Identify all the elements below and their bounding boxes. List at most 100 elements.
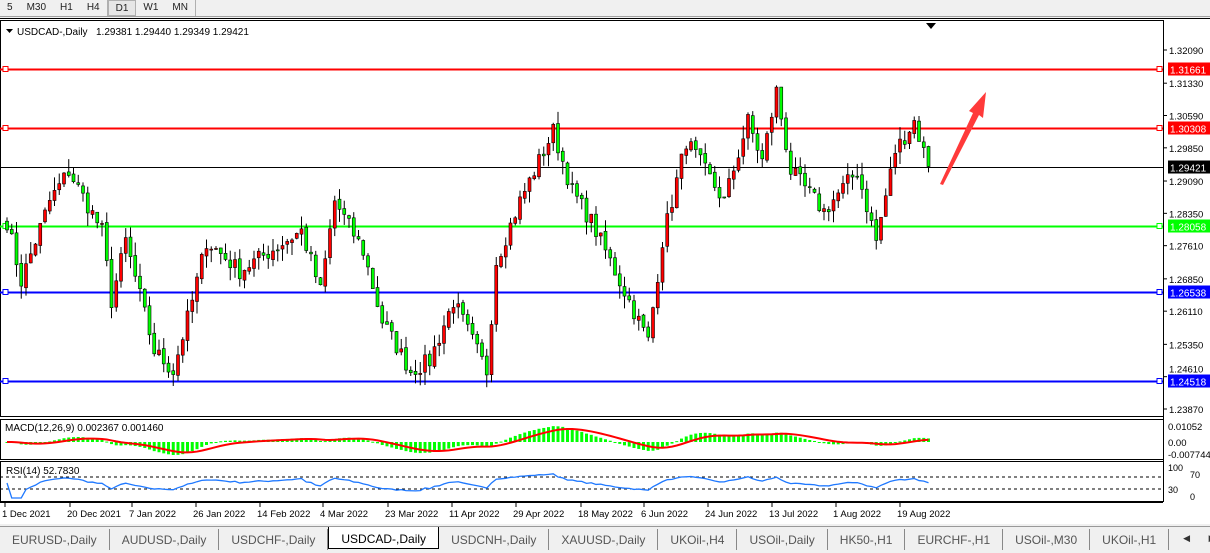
macd-histogram-bar bbox=[195, 442, 199, 450]
candle bbox=[622, 286, 627, 297]
macd-histogram-bar bbox=[171, 442, 175, 455]
price-level-badge bbox=[1168, 374, 1210, 388]
candle bbox=[456, 303, 461, 308]
red-arrow-annotation[interactable] bbox=[940, 92, 986, 185]
chart-tab[interactable]: HK50-,H1 bbox=[828, 529, 906, 550]
level-handle[interactable] bbox=[1156, 125, 1163, 131]
tf-mn[interactable]: MN bbox=[172, 2, 188, 13]
macd-histogram-bar bbox=[176, 442, 180, 455]
candle bbox=[879, 216, 883, 241]
chart-tab[interactable]: EURUSD-,Daily bbox=[0, 529, 110, 550]
macd-histogram-bar bbox=[756, 433, 759, 442]
macd-histogram-bar bbox=[523, 432, 527, 442]
chart-tab[interactable]: EURCHF-,H1 bbox=[905, 529, 1004, 550]
candle bbox=[537, 154, 541, 178]
level-handle[interactable] bbox=[1156, 66, 1163, 72]
chart-canvas[interactable]: 1.31661 1.30308 1.29421 1.28058 1.26538 1.245… bbox=[0, 19, 1210, 525]
macd-histogram-bar bbox=[205, 442, 208, 445]
level-handle[interactable] bbox=[2, 289, 9, 295]
candle bbox=[784, 117, 788, 150]
macd-histogram-bar bbox=[200, 442, 204, 447]
chart-tab[interactable]: USDCHF-,Daily bbox=[219, 529, 329, 550]
macd-histogram-bar bbox=[86, 437, 90, 442]
candle bbox=[337, 198, 342, 210]
chart-tab[interactable]: UKOil-,H1 bbox=[1090, 529, 1170, 550]
candle bbox=[641, 314, 646, 328]
rsi-pane bbox=[0, 473, 1163, 499]
candle bbox=[14, 232, 19, 266]
chart-tab[interactable]: XAUUSD-,Daily bbox=[549, 529, 659, 550]
candle bbox=[351, 217, 356, 237]
level-handle[interactable] bbox=[1156, 378, 1163, 384]
date-tick-label: 20 Dec 2021 bbox=[67, 509, 121, 520]
chart-tab[interactable]: USDCAD-,Daily bbox=[328, 527, 440, 549]
candle bbox=[484, 355, 489, 376]
macd-histogram-bar bbox=[817, 442, 821, 443]
level-handle[interactable] bbox=[1156, 289, 1163, 295]
macd-tick-label: 0.01052 bbox=[1168, 422, 1202, 433]
candle bbox=[38, 223, 43, 246]
macd-histogram-bar bbox=[456, 442, 460, 447]
candle bbox=[309, 251, 313, 255]
tf-w1[interactable]: W1 bbox=[143, 2, 159, 13]
macd-histogram-bar bbox=[689, 434, 693, 442]
candle bbox=[123, 237, 128, 254]
candle bbox=[133, 255, 138, 277]
level-handle[interactable] bbox=[2, 66, 9, 72]
candle bbox=[114, 280, 119, 308]
macd-histogram-bar bbox=[822, 442, 826, 444]
macd-histogram-bar bbox=[314, 439, 318, 442]
level-handle[interactable] bbox=[2, 378, 9, 384]
candle bbox=[209, 248, 214, 251]
macd-histogram-bar bbox=[376, 442, 379, 444]
tf-h1[interactable]: H1 bbox=[60, 2, 73, 13]
chart-tab[interactable]: USDCNH-,Daily bbox=[439, 529, 550, 550]
candle bbox=[57, 183, 62, 191]
candle bbox=[765, 133, 769, 161]
tf-d1[interactable]: D1 bbox=[107, 0, 137, 16]
tf-h4[interactable]: H4 bbox=[86, 2, 100, 13]
macd-histogram-bar bbox=[433, 442, 436, 452]
candle bbox=[280, 245, 285, 250]
collapse-triangle-icon[interactable] bbox=[6, 29, 13, 33]
level-handle[interactable] bbox=[1156, 223, 1163, 229]
macd-histogram-bar bbox=[328, 440, 332, 442]
tf-m30[interactable]: M30 bbox=[26, 2, 47, 13]
candle bbox=[394, 331, 399, 354]
candle bbox=[451, 307, 456, 314]
macd-histogram-bar bbox=[181, 442, 185, 455]
candle bbox=[28, 253, 33, 264]
macd-histogram-bar bbox=[613, 442, 617, 443]
shift-marker-icon[interactable] bbox=[926, 23, 936, 29]
chart-tab[interactable]: USOil-,Daily bbox=[737, 529, 828, 550]
candle bbox=[860, 174, 864, 190]
price-tick-label: 1.30590 bbox=[1169, 112, 1203, 123]
macd-histogram-bar bbox=[770, 433, 774, 442]
tf-m5[interactable]: 5 bbox=[7, 2, 13, 13]
candle bbox=[404, 347, 408, 371]
candle bbox=[907, 131, 912, 144]
candle bbox=[90, 210, 95, 215]
macd-histogram-bar bbox=[561, 426, 565, 442]
chart-window[interactable]: 1.31661 1.30308 1.29421 1.28058 1.26538 1.245… bbox=[0, 18, 1210, 524]
candle bbox=[508, 222, 513, 246]
macd-histogram-bar bbox=[190, 442, 194, 452]
candle bbox=[128, 236, 133, 257]
level-handle[interactable] bbox=[2, 125, 9, 131]
candle bbox=[437, 342, 442, 346]
date-tick-label: 23 Mar 2022 bbox=[385, 509, 438, 520]
candle bbox=[570, 183, 575, 185]
chart-tab[interactable]: AUDUSD-,Daily bbox=[110, 529, 220, 550]
candle bbox=[793, 167, 798, 176]
price-tick-label: 1.24610 bbox=[1169, 365, 1203, 376]
macd-histogram-bar bbox=[480, 442, 484, 446]
chart-ohlc: 1.29381 1.29440 1.29349 1.29421 bbox=[96, 27, 249, 38]
candle bbox=[361, 240, 366, 256]
tab-scroll-arrows[interactable]: ◀ ▶ bbox=[1183, 533, 1210, 543]
chart-tab[interactable]: UKOil-,H4 bbox=[658, 529, 738, 550]
candle bbox=[370, 267, 375, 289]
candle bbox=[731, 170, 736, 180]
candle bbox=[247, 267, 252, 272]
macd-histogram-bar bbox=[580, 431, 584, 442]
chart-tab[interactable]: USOil-,M30 bbox=[1003, 529, 1091, 550]
